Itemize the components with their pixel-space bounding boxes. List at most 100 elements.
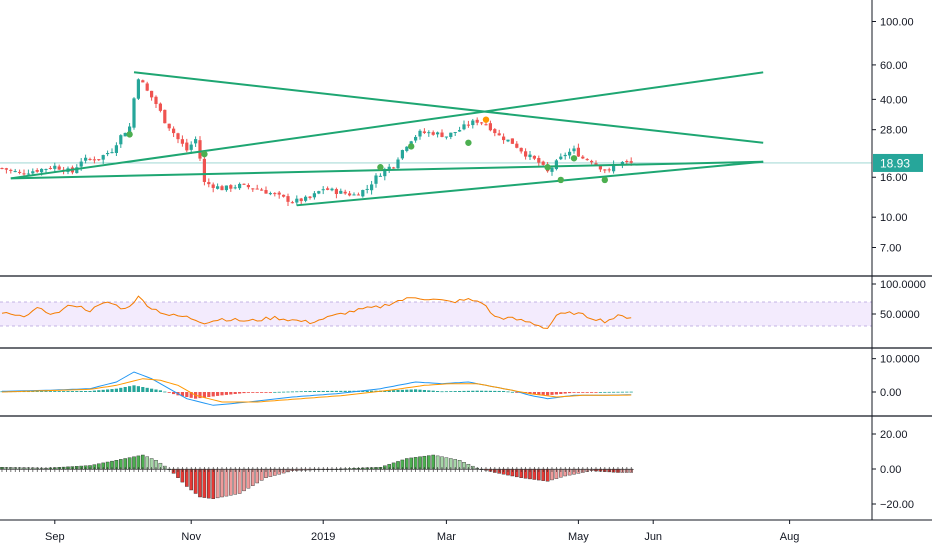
candle-body[interactable] [484,124,488,126]
candle-body[interactable] [224,185,228,191]
candle-body[interactable] [524,151,528,157]
candle-body[interactable] [414,136,418,141]
candle-body[interactable] [40,168,44,173]
candle-body[interactable] [141,80,145,83]
candle-body[interactable] [268,193,272,195]
candle-body[interactable] [106,153,110,155]
candle-body[interactable] [365,188,369,190]
candle-body[interactable] [79,161,83,167]
candle-body[interactable] [158,103,162,111]
candle-body[interactable] [233,187,237,189]
candle-body[interactable] [475,119,479,123]
candle-body[interactable] [128,126,132,133]
candle-body[interactable] [405,146,409,151]
rsi-line[interactable] [1,295,632,329]
candle-body[interactable] [273,193,277,195]
candle-body[interactable] [519,147,523,152]
candle-body[interactable] [400,150,404,159]
candle-body[interactable] [343,191,347,194]
candle-body[interactable] [449,132,453,137]
buy-signal-marker[interactable] [465,139,472,146]
candle-body[interactable] [334,189,338,195]
candle-body[interactable] [541,161,545,165]
candle-body[interactable] [427,132,431,134]
candle-body[interactable] [202,158,206,182]
candle-body[interactable] [84,157,88,161]
candle-body[interactable] [581,156,585,159]
candle-body[interactable] [207,182,211,185]
candle-body[interactable] [625,161,629,163]
candle-body[interactable] [44,168,48,170]
candle-body[interactable] [48,167,52,169]
candle-body[interactable] [150,90,154,98]
trendline[interactable] [133,71,764,144]
candle-body[interactable] [383,168,387,177]
candle-body[interactable] [13,171,17,173]
buy-signal-marker[interactable] [570,155,578,162]
candle-body[interactable] [396,159,400,169]
price-panel[interactable] [0,71,872,207]
candle-body[interactable] [392,167,396,169]
candle-body[interactable] [238,183,242,189]
candle-body[interactable] [242,183,246,185]
candle-body[interactable] [374,175,378,184]
candle-body[interactable] [246,184,250,188]
candle-body[interactable] [132,98,136,128]
candle-body[interactable] [189,144,193,150]
buy-signal-marker[interactable] [601,176,608,184]
candle-body[interactable] [480,122,484,124]
candle-body[interactable] [211,184,215,188]
candle-body[interactable] [462,124,466,130]
candle-body[interactable] [339,190,343,194]
buy-signal-marker[interactable] [201,150,208,158]
candle-body[interactable] [422,131,426,133]
candle-body[interactable] [277,192,281,195]
candle-body[interactable] [568,151,572,156]
candle-body[interactable] [31,171,35,174]
candle-body[interactable] [453,132,457,134]
candle-body[interactable] [194,139,198,144]
candle-body[interactable] [136,79,140,99]
candle-body[interactable] [26,173,30,175]
candle-body[interactable] [607,169,611,171]
candle-body[interactable] [101,155,105,160]
candle-body[interactable] [57,166,61,170]
buy-signal-marker[interactable] [126,131,133,138]
candle-body[interactable] [172,128,176,134]
candle-body[interactable] [326,188,330,190]
candle-body[interactable] [260,189,264,191]
buy-signal-marker[interactable] [377,164,384,171]
candle-body[interactable] [255,188,259,190]
candle-body[interactable] [220,186,224,191]
candle-body[interactable] [299,198,303,202]
candle-body[interactable] [515,143,519,148]
candle-body[interactable] [488,123,492,131]
candle-body[interactable] [110,152,114,154]
candle-body[interactable] [317,191,321,194]
candle-body[interactable] [308,196,312,198]
candle-body[interactable] [312,193,316,198]
signal-line[interactable] [1,378,632,403]
candle-body[interactable] [352,194,356,196]
candle-body[interactable] [330,188,334,191]
candle-body[interactable] [620,161,624,165]
trendline[interactable] [10,160,764,180]
candle-body[interactable] [378,175,382,177]
candle-body[interactable] [598,165,602,170]
price-axis[interactable]: 100.00 60.00 40.00 28.00 16.00 10.00 7.00 100.0… [871,0,926,520]
candle-body[interactable] [88,158,92,160]
buy-signal-marker[interactable] [544,164,551,171]
candle-body[interactable] [264,190,268,194]
candle-body[interactable] [295,198,299,203]
candle-body[interactable] [590,160,594,163]
candle-body[interactable] [510,138,514,144]
candle-body[interactable] [387,166,391,170]
candle-body[interactable] [145,83,149,91]
candle-body[interactable] [321,189,325,191]
candle-body[interactable] [528,154,532,158]
candle-body[interactable] [471,120,475,126]
time-axis[interactable]: Sep Nov 2019 Mar May Jun Aug [0,519,932,543]
buy-signal-marker[interactable] [408,143,415,150]
candle-body[interactable] [251,188,255,190]
